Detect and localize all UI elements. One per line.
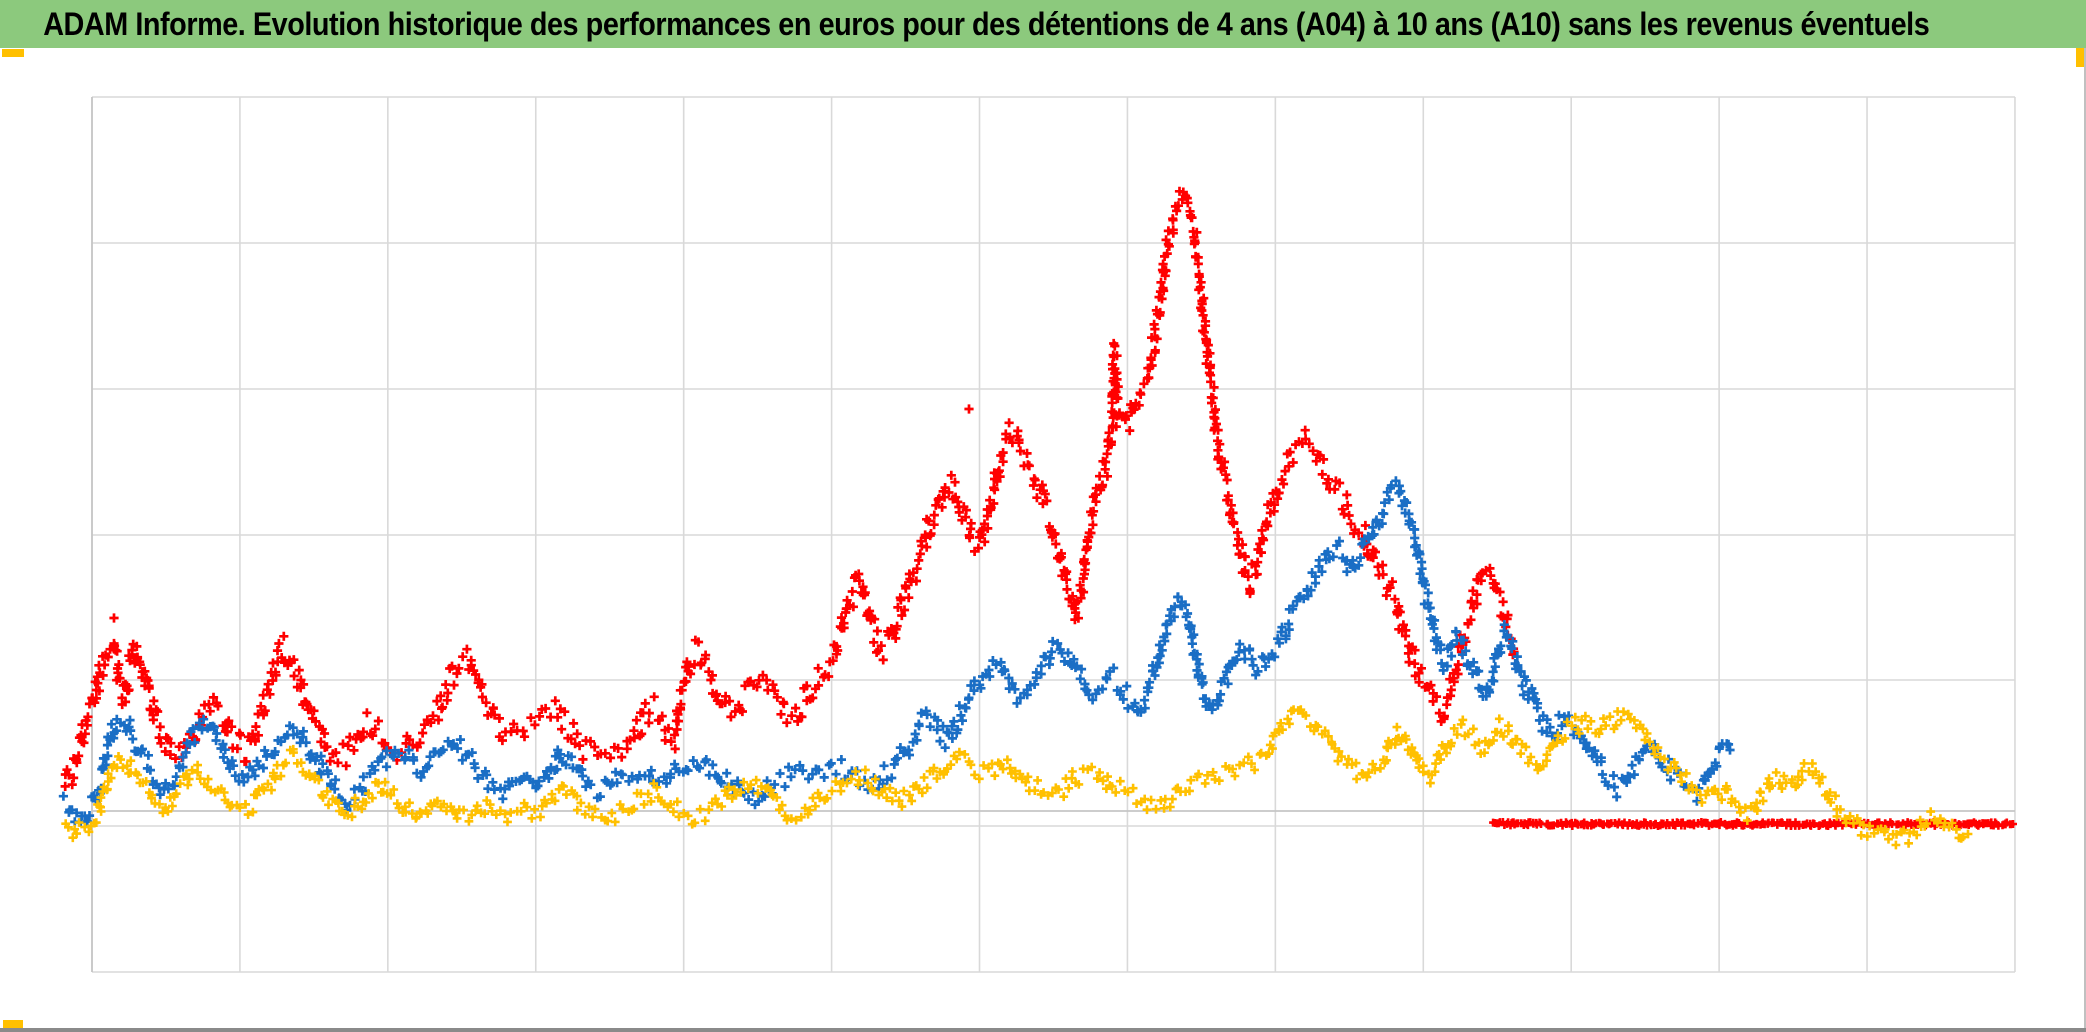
accent-mark-top-left	[2, 49, 24, 57]
accent-mark-bottom-left	[3, 1020, 23, 1028]
series-red	[60, 186, 1519, 791]
page-title: ADAM Informe. Evolution historique des p…	[43, 5, 1930, 42]
series-blue	[58, 476, 1735, 827]
window-bottom-edge	[0, 1028, 2086, 1032]
accent-mark-top-right	[2076, 48, 2086, 67]
window-right-edge	[2084, 48, 2086, 1028]
title-bar: ADAM Informe. Evolution historique des p…	[0, 0, 2086, 48]
series-yellow	[61, 705, 1973, 850]
